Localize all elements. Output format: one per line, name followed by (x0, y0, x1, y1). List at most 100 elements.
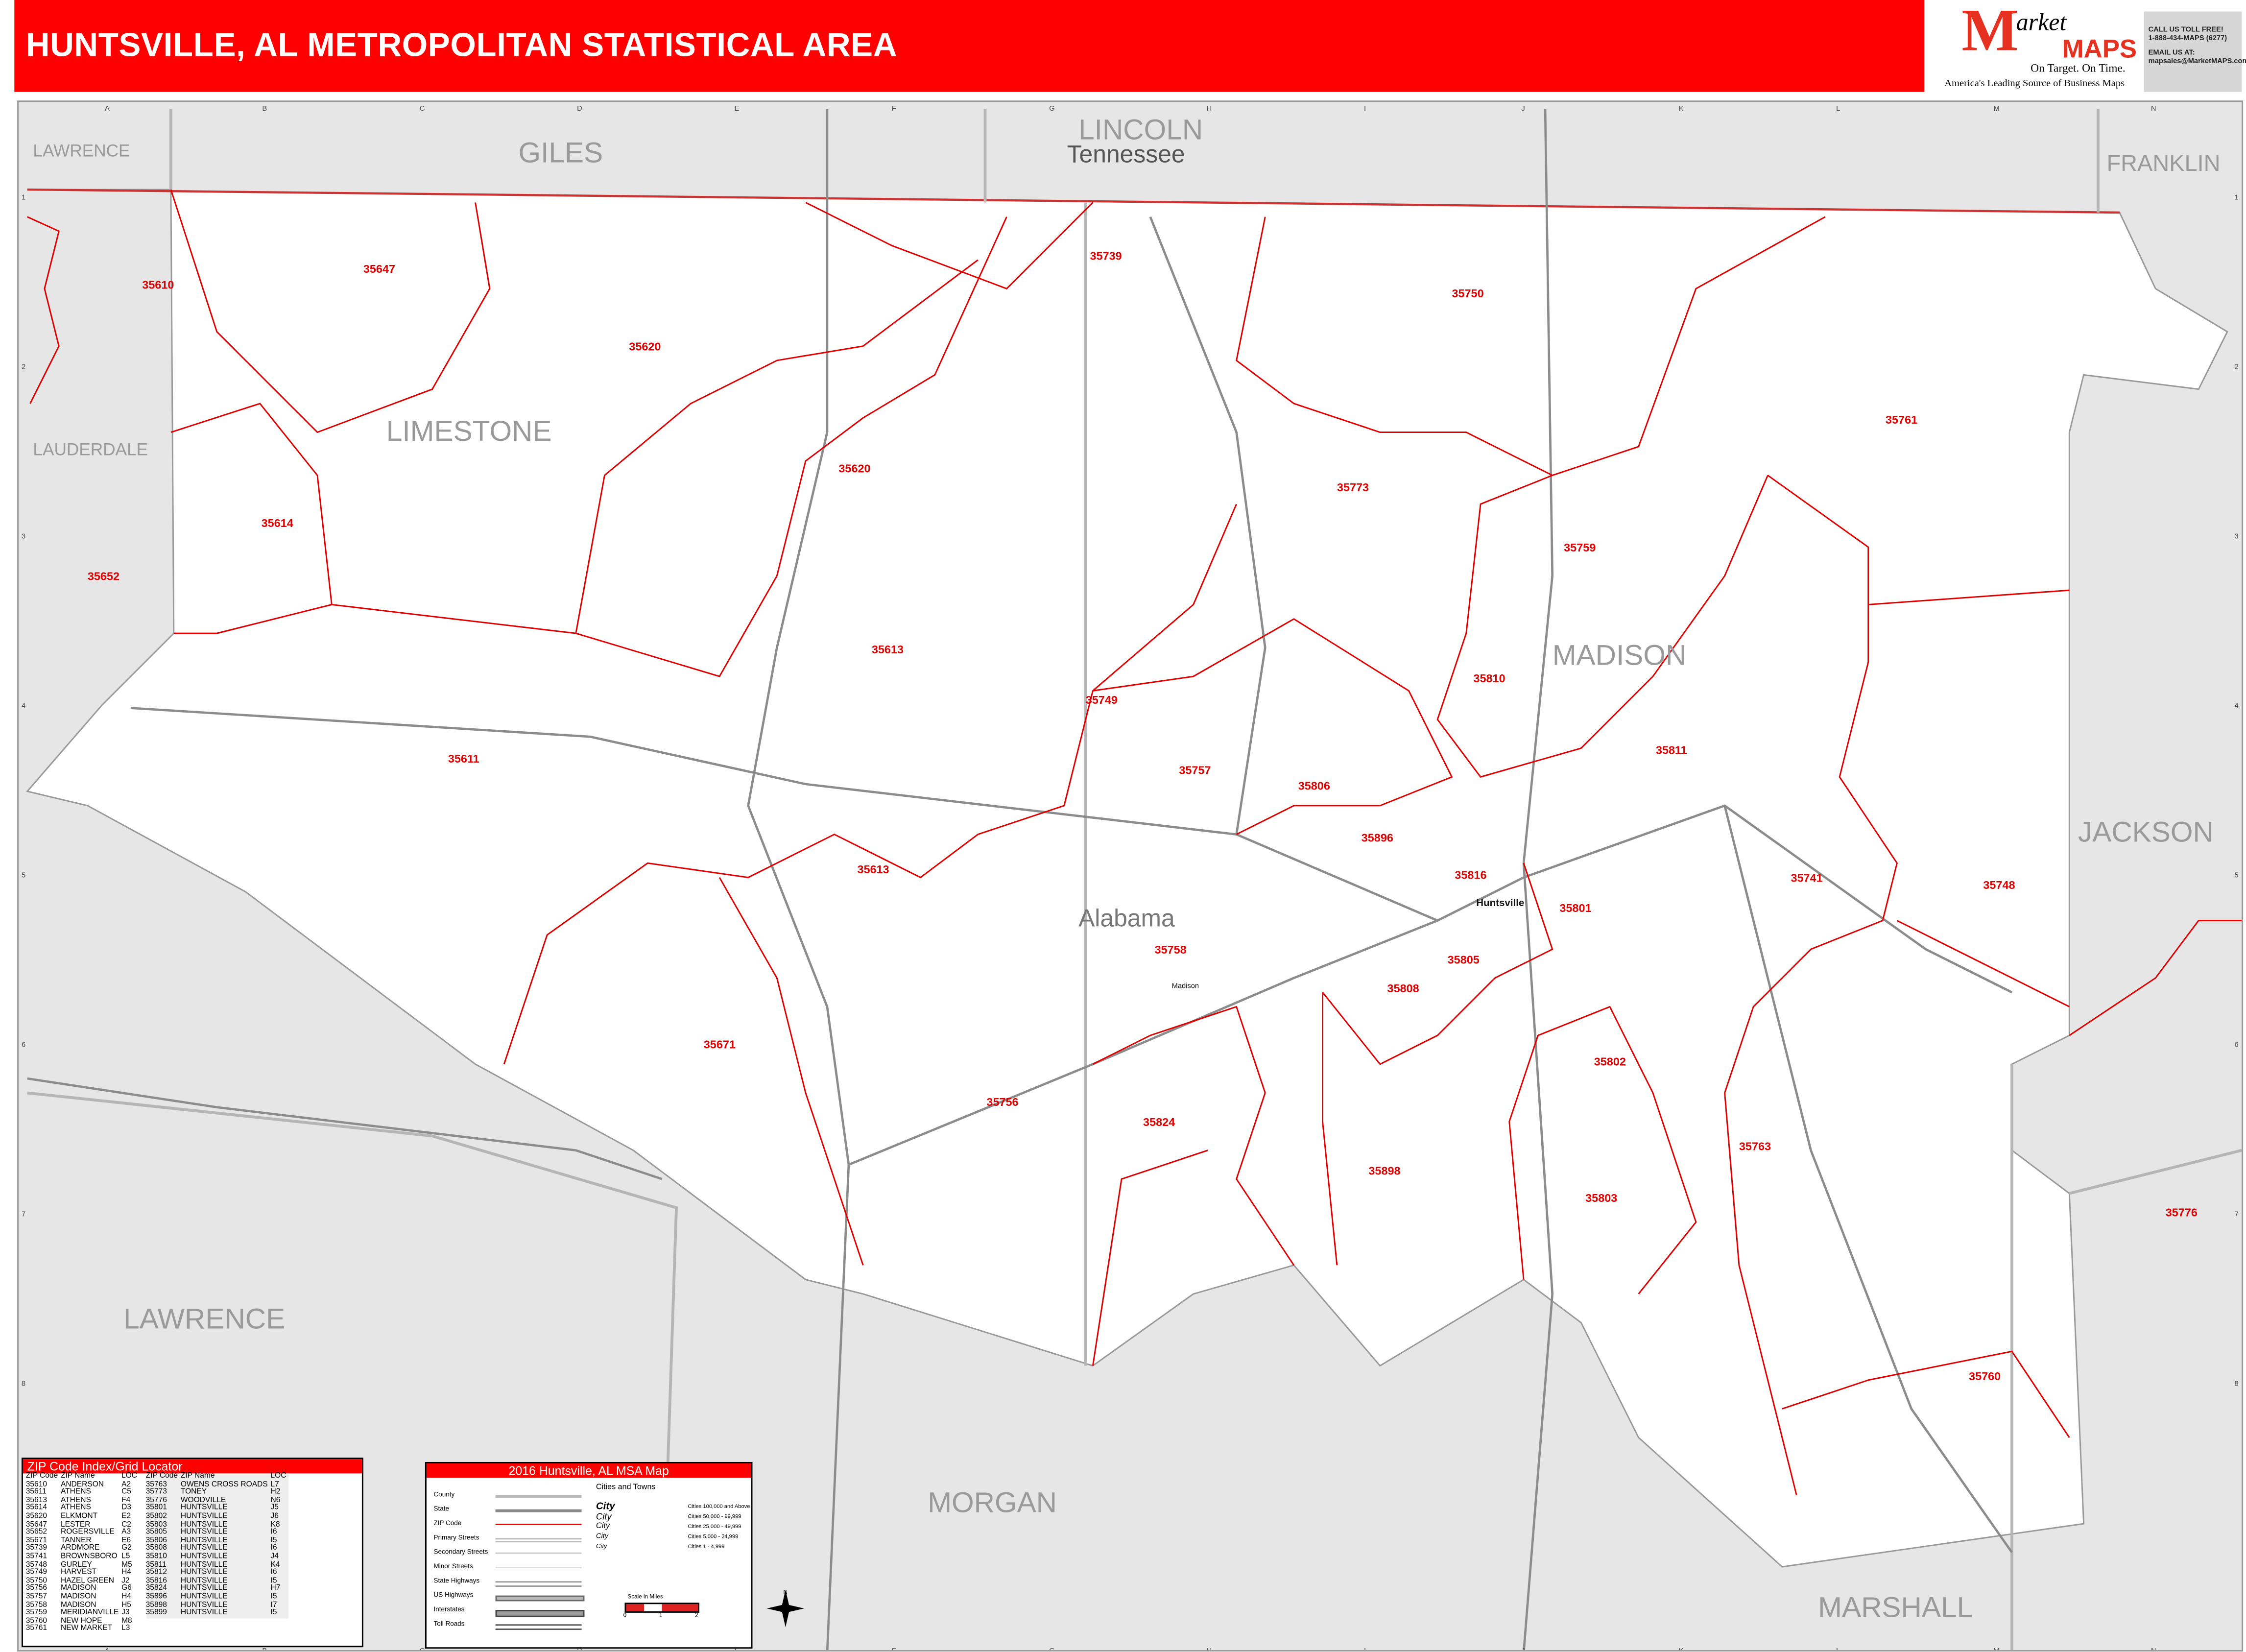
zip-label[interactable]: 35759 (1564, 541, 1596, 554)
zip-label[interactable]: 35611 (448, 752, 479, 765)
zip-label[interactable]: 35739 (1090, 250, 1122, 263)
zip-label[interactable]: 35757 (1179, 764, 1211, 776)
grid-row-label: 6 (2235, 1041, 2239, 1049)
table-cell: E2 (121, 1512, 131, 1521)
table-row: 35899 HUNTSVILLE I5 (146, 1609, 289, 1618)
zip-label[interactable]: 35808 (1387, 982, 1419, 995)
table-cell: 35748 (25, 1560, 47, 1569)
grid-row-label: 1 (22, 194, 25, 202)
legend-label: State (433, 1505, 449, 1512)
zip-label[interactable]: 35748 (1983, 879, 2015, 891)
zip-label[interactable]: 35811 (1656, 743, 1687, 756)
zip-label[interactable]: 35761 (1886, 413, 1917, 426)
zip-label[interactable]: 35671 (704, 1038, 736, 1051)
zip-label[interactable]: 35763 (1739, 1140, 1771, 1153)
table-cell: 35812 (145, 1568, 167, 1577)
zip-label[interactable]: 35620 (838, 462, 870, 475)
zip-label[interactable]: 35749 (1086, 694, 1118, 706)
logo-word: arket (2016, 8, 2067, 36)
zip-label[interactable]: 35898 (1368, 1165, 1400, 1177)
zip-label[interactable]: 35803 (1585, 1192, 1617, 1204)
grid-row-label: 7 (2235, 1211, 2239, 1219)
table-cell: A3 (121, 1528, 131, 1537)
table-cell: HUNTSVILLE (180, 1584, 228, 1593)
table-cell: NEW MARKET (60, 1625, 113, 1633)
zip-label[interactable]: 35613 (858, 863, 889, 876)
zip-label[interactable]: 35806 (1298, 780, 1330, 792)
grid-column-label: B (262, 1647, 267, 1650)
table-cell: ATHENS (60, 1496, 91, 1505)
grid-column-label: L (1836, 1647, 1840, 1650)
table-cell: 35810 (145, 1552, 167, 1561)
table-cell: ROGERSVILLE (60, 1528, 115, 1537)
grid-column-label: H (1207, 1647, 1212, 1650)
zip-label[interactable]: 35773 (1337, 481, 1369, 494)
zip-label[interactable]: 35610 (142, 278, 174, 291)
table-cell: 35757 (25, 1592, 47, 1602)
table-cell: OWENS CROSS ROADS (180, 1480, 268, 1489)
table-cell: TONEY (180, 1488, 207, 1497)
zip-label[interactable]: 35614 (262, 517, 293, 529)
county-label: LAUDERDALE (33, 440, 148, 459)
zip-label[interactable]: 35620 (629, 340, 661, 353)
table-cell: E6 (121, 1536, 131, 1545)
market-maps-logo: M arket MAPS On Target. On Time. America… (1930, 0, 2143, 92)
zip-label[interactable]: 35750 (1452, 287, 1483, 300)
city-label[interactable]: Madison (1172, 982, 1199, 990)
highways (27, 109, 2013, 1651)
north-arrow-icon: N (766, 1589, 805, 1628)
legend-line-swatch (495, 1609, 585, 1617)
table-cell: I6 (270, 1528, 277, 1537)
table-row: 35812 HUNTSVILLE I6 (145, 1568, 289, 1578)
zip-label[interactable]: 35801 (1559, 902, 1591, 914)
legend-line-swatch (495, 1581, 582, 1587)
table-cell: 35758 (25, 1600, 47, 1609)
grid-column-label: G (1049, 1647, 1054, 1650)
zip-label[interactable]: 35776 (2166, 1206, 2198, 1219)
cities-title: Cities and Towns (596, 1483, 656, 1492)
table-cell: H7 (270, 1584, 281, 1593)
map-canvas[interactable]: 35610 35647 35620 35620 35614 35652 35611 35613… (17, 100, 2244, 1652)
zip-label[interactable]: 35613 (872, 643, 904, 656)
grid-row-label: 6 (22, 1041, 25, 1049)
zip-label[interactable]: 35741 (1791, 871, 1822, 884)
table-cell: 35805 (145, 1528, 167, 1537)
table-row: 35760 NEW HOPE M8 (26, 1617, 140, 1626)
scale-title: Scale in Miles (627, 1592, 663, 1600)
zip-label[interactable]: 35760 (1969, 1370, 2001, 1383)
table-cell: I5 (270, 1576, 277, 1585)
table-row: 35898 HUNTSVILLE I7 (146, 1601, 289, 1610)
contact-line: EMAIL US AT: (2148, 48, 2195, 58)
table-row: 35803 HUNTSVILLE K8 (146, 1521, 289, 1530)
grid-row-label: 8 (2235, 1380, 2239, 1388)
zip-label[interactable]: 35816 (1455, 869, 1486, 882)
table-cell: J6 (270, 1512, 279, 1521)
zip-label[interactable]: 35652 (88, 570, 119, 583)
zip-label[interactable]: 35756 (986, 1096, 1018, 1108)
city-label[interactable]: Huntsville (1476, 897, 1524, 909)
table-row: 35749 HARVEST H4 (26, 1568, 140, 1578)
zip-label[interactable]: 35805 (1448, 954, 1480, 966)
table-cell: 35610 (25, 1480, 47, 1489)
table-cell: HARVEST (60, 1568, 97, 1577)
zip-label[interactable]: 35802 (1594, 1055, 1626, 1068)
zip-label[interactable]: 35647 (363, 263, 395, 275)
column-header: LOC (270, 1472, 287, 1481)
table-cell: 35801 (145, 1504, 167, 1513)
table-cell: A2 (121, 1480, 131, 1489)
zip-label[interactable]: 35758 (1154, 943, 1186, 956)
zip-label[interactable]: 35824 (1143, 1116, 1175, 1128)
zip-label[interactable]: 35896 (1362, 831, 1393, 844)
zip-index-title: ZIP Code Index/Grid Locator (23, 1459, 362, 1474)
phone-number: 1-888-434-MAPS (6277) (2148, 34, 2227, 43)
zip-label[interactable]: 35810 (1473, 672, 1505, 685)
grid-column-label: B (262, 105, 267, 113)
legend-label: ZIP Code (433, 1519, 462, 1527)
column-header: LOC (121, 1472, 138, 1481)
grid-column-label: I (1364, 105, 1366, 113)
grid-column-label: E (735, 105, 740, 113)
table-cell: C5 (121, 1488, 131, 1497)
table-cell: HUNTSVILLE (180, 1568, 228, 1577)
svg-text:N: N (784, 1589, 788, 1596)
column-header: ZIP Code (145, 1472, 178, 1481)
